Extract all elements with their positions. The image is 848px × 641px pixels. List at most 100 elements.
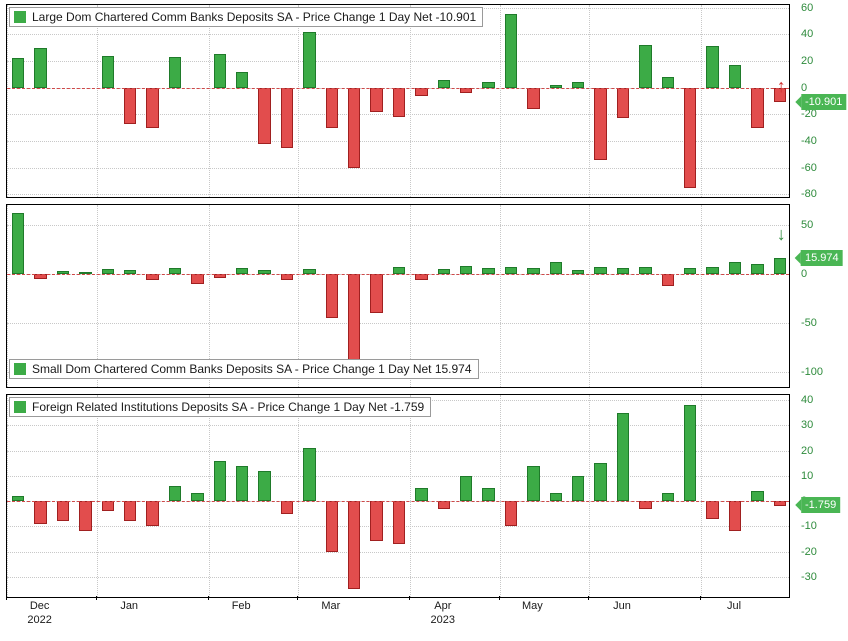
plot-area-3 bbox=[7, 395, 789, 597]
bar bbox=[639, 501, 651, 509]
gridline-v bbox=[410, 395, 411, 597]
ytick-label: 30 bbox=[801, 419, 813, 431]
ytick-label: 50 bbox=[801, 219, 813, 231]
ytick-label: -50 bbox=[801, 317, 817, 329]
bar bbox=[12, 213, 24, 274]
bar bbox=[191, 493, 203, 501]
bar bbox=[751, 264, 763, 274]
xtick-label: Jul bbox=[727, 600, 741, 612]
bar bbox=[460, 266, 472, 274]
bar bbox=[729, 262, 741, 274]
ytick-label: -30 bbox=[801, 571, 817, 583]
gridline-h bbox=[7, 323, 789, 324]
ytick-label: -20 bbox=[801, 546, 817, 558]
bar bbox=[258, 471, 270, 501]
ytick-label: -40 bbox=[801, 135, 817, 147]
gridline-h bbox=[7, 168, 789, 169]
gridline-h bbox=[7, 61, 789, 62]
gridline-v bbox=[701, 205, 702, 387]
zero-line bbox=[7, 274, 789, 275]
bar bbox=[505, 501, 517, 526]
bar bbox=[370, 88, 382, 112]
bar bbox=[527, 88, 539, 109]
ytick-label: 60 bbox=[801, 2, 813, 14]
bar bbox=[639, 45, 651, 88]
gridline-v bbox=[97, 5, 98, 197]
ytick-label: 40 bbox=[801, 28, 813, 40]
bar bbox=[482, 488, 494, 501]
bar bbox=[169, 486, 181, 501]
bar bbox=[303, 32, 315, 88]
legend-label: Large Dom Chartered Comm Banks Deposits … bbox=[32, 10, 476, 24]
bar bbox=[550, 262, 562, 274]
zero-line bbox=[7, 88, 789, 89]
ytick-label: 0 bbox=[801, 268, 807, 280]
bar bbox=[774, 258, 786, 274]
legend-swatch-icon bbox=[14, 401, 26, 413]
gridline-v bbox=[500, 205, 501, 387]
bar bbox=[684, 405, 696, 501]
ytick-label: -80 bbox=[801, 188, 817, 200]
bar bbox=[326, 274, 338, 318]
bar bbox=[258, 88, 270, 144]
xtick-mark bbox=[588, 596, 589, 600]
gridline-h bbox=[7, 425, 789, 426]
bar bbox=[393, 88, 405, 117]
bar bbox=[57, 501, 69, 521]
xtick-label: Feb bbox=[232, 600, 251, 612]
bar bbox=[617, 413, 629, 501]
bar bbox=[34, 48, 46, 88]
gridline-v bbox=[298, 5, 299, 197]
gridline-v bbox=[701, 5, 702, 197]
ytick-label: 0 bbox=[801, 82, 807, 94]
gridline-v bbox=[97, 395, 98, 597]
legend-label: Small Dom Chartered Comm Banks Deposits … bbox=[32, 362, 472, 376]
bar bbox=[438, 80, 450, 88]
gridline-v bbox=[209, 5, 210, 197]
value-callout: 15.974 bbox=[801, 250, 843, 266]
gridline-h bbox=[7, 34, 789, 35]
bar bbox=[505, 14, 517, 87]
bar bbox=[751, 491, 763, 501]
ytick-label: 20 bbox=[801, 445, 813, 457]
xtick-mark bbox=[208, 596, 209, 600]
panel-large-banks: ↑ -80-60-40-200204060-10.901 Large Dom C… bbox=[6, 4, 790, 198]
xtick-year-label: 2022 bbox=[27, 614, 51, 626]
bar bbox=[594, 88, 606, 160]
bar bbox=[326, 501, 338, 552]
bar bbox=[124, 501, 136, 521]
ytick-label: -100 bbox=[801, 366, 823, 378]
bar bbox=[706, 501, 718, 519]
bar bbox=[146, 88, 158, 128]
bar bbox=[662, 274, 674, 286]
gridline-v bbox=[7, 205, 8, 387]
arrow-up-icon: ↑ bbox=[777, 76, 786, 97]
bar bbox=[393, 501, 405, 544]
bar bbox=[505, 267, 517, 274]
legend-label: Foreign Related Institutions Deposits SA… bbox=[32, 400, 424, 414]
bar bbox=[169, 57, 181, 88]
bar bbox=[706, 267, 718, 274]
panel-small-banks: ↓ -100-5005015.974 Small Dom Chartered C… bbox=[6, 204, 790, 388]
gridline-v bbox=[589, 5, 590, 197]
bar bbox=[370, 274, 382, 313]
ytick-label: 40 bbox=[801, 394, 813, 406]
xtick-label: Jan bbox=[120, 600, 138, 612]
xtick-label: May bbox=[522, 600, 543, 612]
bar bbox=[662, 77, 674, 88]
gridline-h bbox=[7, 225, 789, 226]
gridline-v bbox=[589, 395, 590, 597]
legend-foreign-institutions: Foreign Related Institutions Deposits SA… bbox=[9, 397, 431, 417]
bar bbox=[550, 493, 562, 501]
bar bbox=[706, 46, 718, 87]
xtick-year-label: 2023 bbox=[431, 614, 455, 626]
bar bbox=[617, 88, 629, 119]
bar bbox=[326, 88, 338, 128]
bar bbox=[124, 88, 136, 124]
bar bbox=[102, 501, 114, 511]
arrow-down-icon: ↓ bbox=[777, 224, 786, 245]
gridline-v bbox=[589, 205, 590, 387]
xtick-label: Dec bbox=[30, 600, 50, 612]
chart-viewport: ↑ -80-60-40-200204060-10.901 Large Dom C… bbox=[0, 0, 848, 641]
gridline-v bbox=[298, 395, 299, 597]
